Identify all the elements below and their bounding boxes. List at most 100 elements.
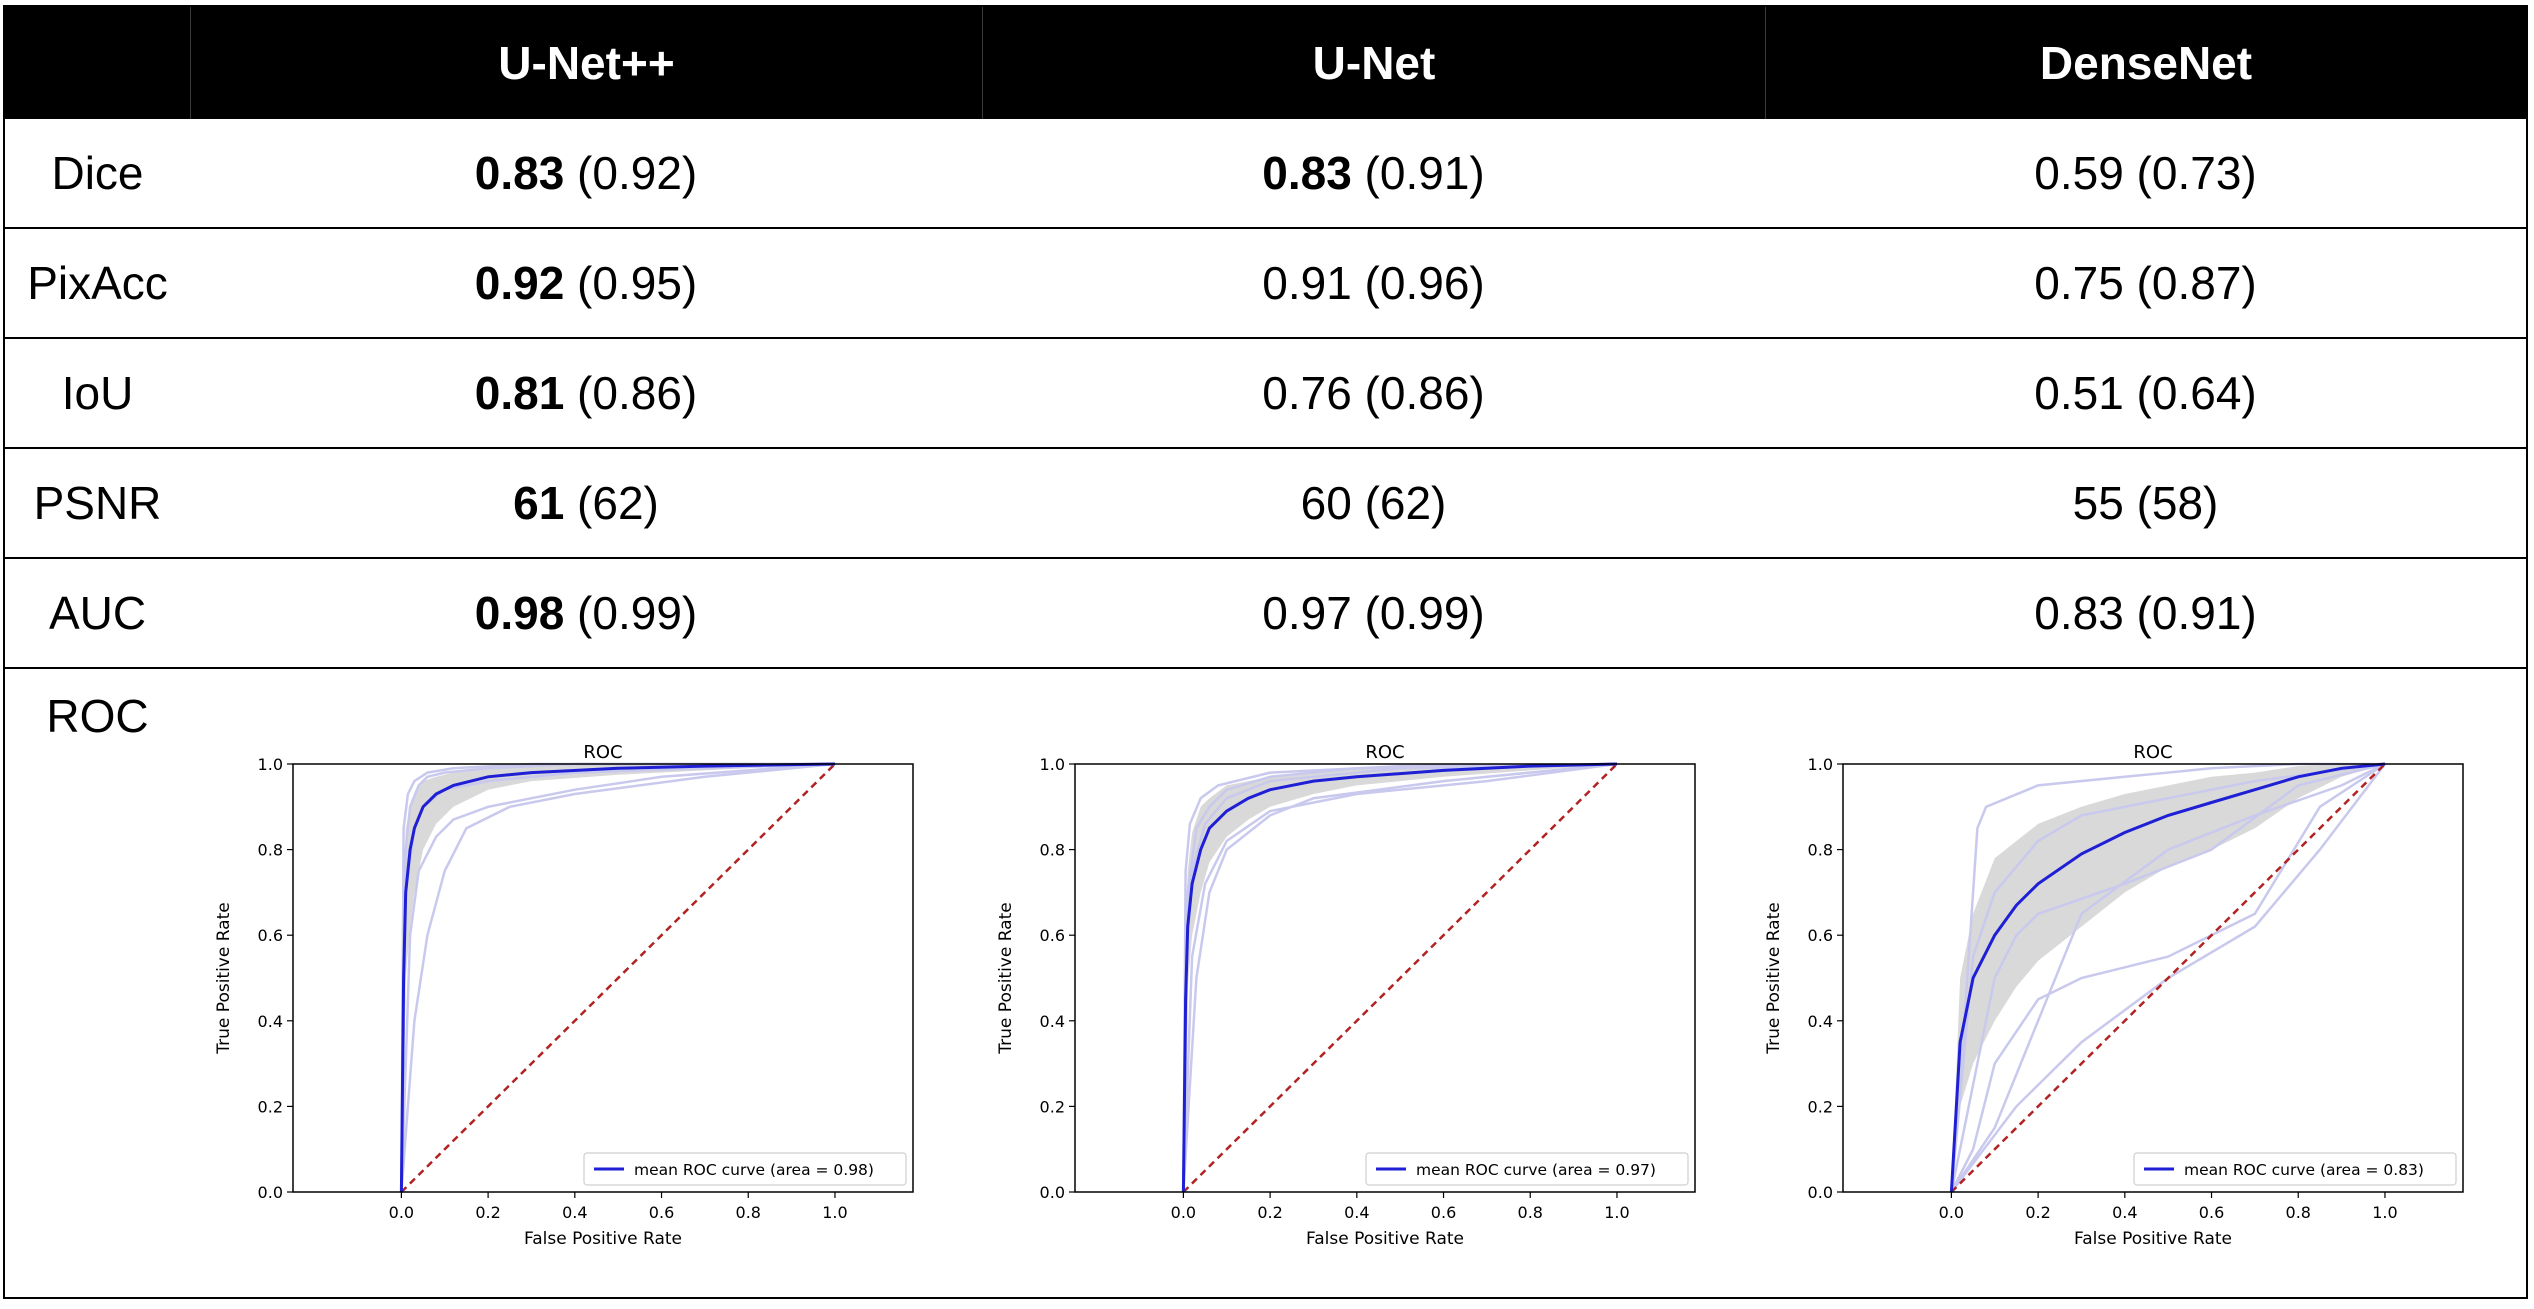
y-tick-label: 1.0 <box>258 755 283 774</box>
cell-value: (0.86) <box>564 367 698 419</box>
chance-line <box>1182 763 1618 1193</box>
x-tick-label: 0.6 <box>2199 1203 2224 1222</box>
chart-title: ROC <box>2133 742 2172 763</box>
y-tick-label: 1.0 <box>1040 755 1065 774</box>
table-cell: 55 (58) <box>1765 449 2526 557</box>
fold-curve <box>1182 762 1618 1193</box>
roc-chart-svg: 0.0 0.2 0.4 0.6 0.8 1.0 0.0 0.2 0.4 0.6 0.8 1.0 ROC F… <box>214 742 914 1249</box>
roc-chart-svg: 0.0 0.2 0.4 0.6 0.8 1.0 0.0 0.2 0.4 0.6 0.8 1.0 ROC F… <box>996 742 1696 1249</box>
x-tick-label: 0.2 <box>1257 1203 1282 1222</box>
y-tick-label: 0.0 <box>258 1183 283 1202</box>
chance-line <box>1950 763 2386 1193</box>
std-band <box>1951 764 2385 1192</box>
y-tick-label: 0.4 <box>1040 1012 1065 1031</box>
header-unetpp: U-Net++ <box>190 7 982 119</box>
table-cell: 60 (62) <box>982 449 1765 557</box>
fold-curve <box>1182 762 1618 1193</box>
y-tick-label: 0.0 <box>1040 1183 1065 1202</box>
header-corner <box>5 7 190 119</box>
table-cell: 0.92 (0.95) <box>190 229 982 337</box>
y-tick-label: 0.4 <box>1808 1012 1833 1031</box>
x-tick-label: 0.8 <box>1518 1203 1543 1222</box>
y-tick-label: 0.8 <box>1040 841 1065 860</box>
cell-value: 55 (58) <box>2072 477 2219 529</box>
fold-curve <box>1950 762 2385 1193</box>
cell-value: (62) <box>564 477 659 529</box>
y-tick-label: 0.8 <box>1808 841 1833 860</box>
chart-title: ROC <box>583 742 622 763</box>
table-cell: 0.75 (0.87) <box>1765 229 2526 337</box>
roc-chart-densenet: 0.0 0.2 0.4 0.6 0.8 1.0 0.0 0.2 0.4 0.6 0.8 1.0 ROC F… <box>1764 729 2495 1309</box>
table-row: AUC 0.98 (0.99) 0.97 (0.99) 0.83 (0.91) <box>5 559 2526 669</box>
y-axis-label: True Positive Rate <box>1764 902 1784 1054</box>
mean-roc-curve <box>1949 762 2386 1193</box>
table-row: IoU 0.81 (0.86) 0.76 (0.86) 0.51 (0.64) <box>5 339 2526 449</box>
table-cell: 0.91 (0.96) <box>982 229 1765 337</box>
std-band <box>1183 764 1617 1192</box>
mean-roc-curve <box>1181 762 1618 1193</box>
cell-value: 0.51 (0.64) <box>2034 367 2257 419</box>
x-tick-label: 1.0 <box>822 1203 847 1222</box>
y-axis-label: True Positive Rate <box>996 902 1016 1054</box>
chart-title: ROC <box>1365 742 1404 763</box>
plot-frame <box>292 763 914 1193</box>
x-tick-label: 0.0 <box>1171 1203 1196 1222</box>
fold-curve <box>1950 762 2386 1193</box>
fold-curve <box>400 762 836 1193</box>
roc-chart-svg: 0.0 0.2 0.4 0.6 0.8 1.0 0.0 0.2 0.4 0.6 0.8 1.0 ROC F… <box>1764 742 2464 1249</box>
y-tick-label: 0.2 <box>1808 1097 1833 1116</box>
cell-value: (0.99) <box>564 587 698 639</box>
best-value: 0.83 <box>1262 147 1352 199</box>
plot-area: 0.0 0.2 0.4 0.6 0.8 1.0 0.0 0.2 0.4 0.6 0.8 1.0 ROC F… <box>1764 742 2464 1249</box>
plot-area: 0.0 0.2 0.4 0.6 0.8 1.0 0.0 0.2 0.4 0.6 0.8 1.0 ROC F… <box>214 742 914 1249</box>
legend-label: mean ROC curve (area = 0.98) <box>634 1161 874 1179</box>
y-tick-label: 1.0 <box>1808 755 1833 774</box>
table-cell: 61 (62) <box>190 449 982 557</box>
x-axis-label: False Positive Rate <box>2074 1229 2232 1249</box>
plot-frame <box>1842 763 2464 1193</box>
x-tick-label: 0.2 <box>475 1203 500 1222</box>
best-value: 0.98 <box>474 587 565 639</box>
x-tick-label: 1.0 <box>2372 1203 2397 1222</box>
table-cell: 0.98 (0.99) <box>190 559 982 667</box>
mean-roc-curve <box>399 762 836 1193</box>
cell-value: 0.91 (0.96) <box>1262 257 1485 309</box>
y-tick-label: 0.6 <box>1040 926 1065 945</box>
legend-label: mean ROC curve (area = 0.97) <box>1416 1161 1656 1179</box>
cell-value: 0.75 (0.87) <box>2034 257 2257 309</box>
y-tick-label: 0.0 <box>1808 1183 1833 1202</box>
best-value: 61 <box>513 477 565 529</box>
legend-box <box>1365 1152 1689 1186</box>
table-row: PSNR 61 (62) 60 (62) 55 (58) <box>5 449 2526 559</box>
legend-box <box>583 1152 907 1186</box>
x-tick-label: 0.4 <box>2112 1203 2137 1222</box>
y-tick-label: 0.2 <box>258 1097 283 1116</box>
table-cell: 0.59 (0.73) <box>1765 119 2526 227</box>
roc-chart-unetpp: 0.0 0.2 0.4 0.6 0.8 1.0 0.0 0.2 0.4 0.6 0.8 1.0 ROC F… <box>214 729 945 1309</box>
cell-value: 0.97 (0.99) <box>1262 587 1485 639</box>
legend-box <box>2133 1152 2457 1186</box>
x-tick-label: 0.4 <box>562 1203 587 1222</box>
plot-frame <box>1074 763 1696 1193</box>
metric-label: PixAcc <box>27 257 168 309</box>
cell-value: 60 (62) <box>1300 477 1447 529</box>
chance-line <box>400 763 836 1193</box>
cell-value: 0.59 (0.73) <box>2034 147 2257 199</box>
fold-curve <box>1950 762 2386 1193</box>
x-tick-label: 0.0 <box>389 1203 414 1222</box>
roc-label: ROC <box>46 690 149 742</box>
cell-value: (0.91) <box>1351 147 1485 199</box>
table-cell: 0.97 (0.99) <box>982 559 1765 667</box>
header-densenet: DenseNet <box>1765 7 2526 119</box>
y-tick-label: 0.6 <box>258 926 283 945</box>
fold-curve <box>400 762 836 1193</box>
x-tick-label: 0.8 <box>2286 1203 2311 1222</box>
best-value: 0.83 <box>474 147 565 199</box>
x-tick-label: 0.0 <box>1939 1203 1964 1222</box>
fold-curve <box>1182 762 1618 1193</box>
cell-value: 0.76 (0.86) <box>1262 367 1485 419</box>
x-tick-label: 0.6 <box>1431 1203 1456 1222</box>
table-cell: 0.81 (0.86) <box>190 339 982 447</box>
metric-label: Dice <box>51 147 144 199</box>
metric-label: AUC <box>48 587 147 639</box>
